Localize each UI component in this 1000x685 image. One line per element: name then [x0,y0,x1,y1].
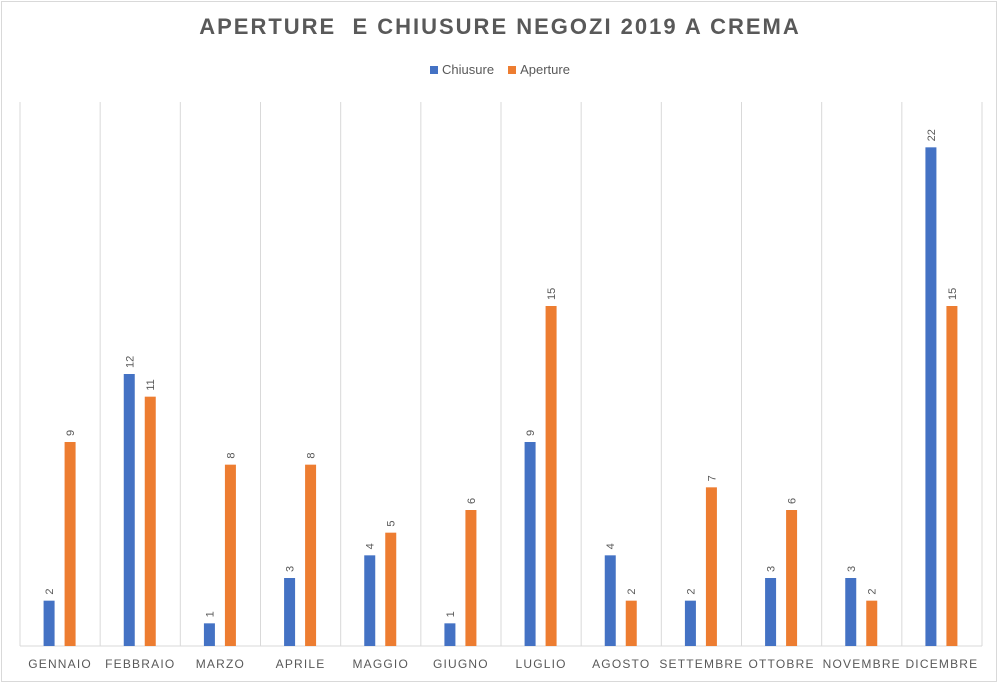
x-tick-label: LUGLIO [515,657,566,671]
data-label-aperture-giugno: 6 [466,498,478,504]
data-label-aperture-aprile: 8 [306,453,318,459]
data-label-chiusure-marzo: 1 [204,611,216,617]
bar-aperture-dicembre [946,306,958,646]
x-tick-label: GENNAIO [28,657,92,671]
data-label-aperture-luglio: 15 [546,288,558,300]
bar-chiusure-luglio [524,442,536,646]
legend-item-chiusure: Chiusure [430,62,494,77]
data-label-chiusure-novembre: 3 [846,566,858,572]
data-label-chiusure-settembre: 2 [685,589,697,595]
bar-aperture-ottobre [786,510,798,646]
data-label-chiusure-giugno: 1 [445,611,457,617]
x-tick-label: MARZO [196,657,245,671]
chart-title: APERTURE E CHIUSURE NEGOZI 2019 A CREMA [199,14,801,39]
x-tick-label: MAGGIO [352,657,409,671]
x-tick-label: SETTEMBRE [659,657,743,671]
bar-aperture-gennaio [64,442,76,646]
bar-chiusure-marzo [203,623,215,646]
data-label-aperture-novembre: 2 [867,589,879,595]
data-label-chiusure-maggio: 4 [365,543,377,549]
data-label-chiusure-agosto: 4 [605,543,617,549]
data-label-chiusure-febbraio: 12 [124,356,136,368]
data-label-aperture-marzo: 8 [225,453,237,459]
x-tick-label: OTTOBRE [748,657,814,671]
bar-aperture-luglio [545,306,557,646]
data-label-chiusure-dicembre: 22 [926,129,938,141]
x-tick-label: DICEMBRE [905,657,978,671]
bar-aperture-aprile [305,464,317,646]
legend-label-aperture: Aperture [520,62,570,77]
x-tick-label: FEBBRAIO [105,657,175,671]
bar-chiusure-agosto [604,555,616,646]
bar-chiusure-aprile [284,578,296,646]
legend-label-chiusure: Chiusure [442,62,495,77]
bar-chiusure-maggio [364,555,376,646]
bar-chiusure-febbraio [123,374,135,646]
bar-chiusure-giugno [444,623,456,646]
data-label-aperture-dicembre: 15 [947,288,959,300]
bar-aperture-agosto [625,600,637,646]
bar-chiusure-ottobre [765,578,777,646]
data-label-aperture-ottobre: 6 [787,498,799,504]
data-label-aperture-gennaio: 9 [65,430,77,436]
legend-swatch-chiusure [430,65,439,74]
x-tick-label: NOVEMBRE [823,657,901,671]
x-tick-label: GIUGNO [433,657,489,671]
data-label-chiusure-luglio: 9 [525,430,537,436]
legend-item-aperture: Aperture [508,62,570,77]
bar-chiusure-settembre [684,600,696,646]
x-tick-label: APRILE [276,657,326,671]
x-tick-label: AGOSTO [592,657,650,671]
bar-chiusure-gennaio [43,600,55,646]
bar-aperture-novembre [866,600,878,646]
data-label-aperture-agosto: 2 [626,589,638,595]
bar-aperture-marzo [224,464,236,646]
data-label-chiusure-gennaio: 2 [44,589,56,595]
bar-aperture-giugno [465,510,477,646]
bar-chiusure-dicembre [925,147,937,647]
bar-chiusure-novembre [845,578,857,646]
legend-swatch-aperture [508,65,517,74]
data-label-chiusure-ottobre: 3 [766,566,778,572]
data-label-aperture-settembre: 7 [706,475,718,481]
bar-aperture-settembre [705,487,717,646]
bar-aperture-maggio [385,532,397,646]
legend: Chiusure Aperture [0,62,1000,77]
bar-aperture-febbraio [144,396,156,646]
data-label-aperture-maggio: 5 [386,521,398,527]
data-label-chiusure-aprile: 3 [285,566,297,572]
data-label-aperture-febbraio: 11 [145,379,157,390]
